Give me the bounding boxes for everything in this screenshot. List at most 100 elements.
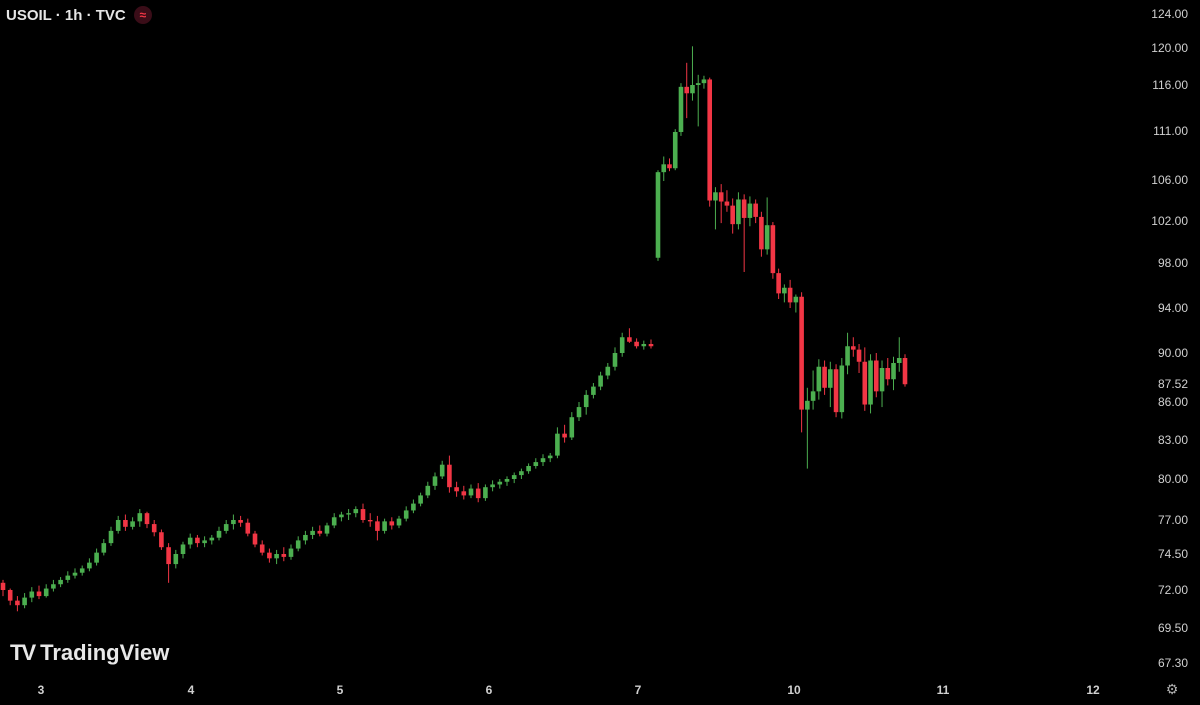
candle bbox=[461, 485, 467, 500]
candle-body bbox=[382, 521, 387, 531]
candle-body bbox=[43, 588, 49, 597]
y-tick-label: 120.00 bbox=[1151, 41, 1188, 55]
candle bbox=[533, 458, 539, 469]
candle-body bbox=[655, 172, 661, 258]
candle bbox=[375, 515, 380, 541]
candle bbox=[115, 515, 121, 534]
candle-body bbox=[690, 85, 695, 94]
candle bbox=[216, 526, 222, 541]
candle bbox=[555, 427, 560, 459]
candle-body bbox=[497, 481, 503, 485]
candle bbox=[288, 544, 294, 560]
candle-body bbox=[678, 86, 684, 132]
symbol-label[interactable]: USOIL · 1h · TVC bbox=[6, 6, 126, 24]
candle-body bbox=[231, 520, 236, 525]
x-axis[interactable]: 3 4 5 6 7 10 11 12 bbox=[38, 683, 1100, 697]
candle bbox=[782, 284, 787, 303]
candle bbox=[868, 354, 873, 414]
candle bbox=[885, 358, 891, 386]
candle-body bbox=[759, 216, 764, 250]
candle-body bbox=[281, 554, 287, 557]
candle bbox=[202, 536, 207, 548]
candle-body bbox=[274, 554, 279, 559]
candle-body bbox=[259, 544, 265, 553]
candle-body bbox=[151, 524, 157, 533]
candle-body bbox=[770, 225, 776, 274]
candle bbox=[695, 74, 701, 127]
candle bbox=[497, 479, 503, 489]
candle-body bbox=[324, 525, 330, 534]
candle bbox=[873, 353, 879, 398]
candle bbox=[634, 338, 639, 349]
candle-body bbox=[782, 287, 787, 294]
candle bbox=[324, 522, 330, 537]
candle bbox=[7, 588, 13, 606]
x-tick-label: 6 bbox=[486, 683, 493, 697]
candle bbox=[627, 328, 632, 343]
candle bbox=[87, 558, 92, 572]
candle bbox=[130, 517, 135, 530]
candle-body bbox=[137, 513, 143, 522]
chart-header: USOIL · 1h · TVC ≈ bbox=[6, 6, 152, 24]
candle-body bbox=[375, 521, 380, 531]
candle-body bbox=[605, 366, 611, 376]
tradingview-mark-icon: TV bbox=[10, 640, 36, 665]
y-tick-label: 69.50 bbox=[1158, 621, 1188, 635]
candle bbox=[793, 294, 799, 313]
candle-body bbox=[707, 79, 712, 201]
candle bbox=[764, 197, 770, 255]
candle-body bbox=[862, 361, 868, 405]
y-axis[interactable]: 124.00 120.00 116.00 111.00 106.00 102.00 98.0… bbox=[1151, 7, 1188, 670]
logo-text: TradingView bbox=[40, 640, 170, 665]
candle bbox=[896, 337, 902, 372]
candle-body bbox=[209, 537, 215, 541]
candle-body bbox=[245, 522, 251, 534]
settings-gear-icon[interactable]: ⚙ bbox=[1165, 681, 1179, 697]
candle-body bbox=[667, 164, 672, 169]
wave-icon[interactable]: ≈ bbox=[133, 6, 152, 24]
candle-body bbox=[0, 582, 6, 590]
candle-body bbox=[753, 203, 758, 217]
candle-body bbox=[793, 296, 799, 303]
candle bbox=[173, 549, 179, 569]
candle-body bbox=[787, 287, 793, 303]
candle-body bbox=[79, 568, 85, 573]
candle-body bbox=[879, 368, 885, 392]
candle-body bbox=[72, 572, 78, 576]
candle-body bbox=[447, 464, 452, 488]
candle-body bbox=[468, 488, 474, 496]
candle-body bbox=[695, 83, 701, 85]
y-tick-label: 86.00 bbox=[1158, 395, 1188, 409]
candle-body bbox=[346, 513, 351, 515]
candle bbox=[353, 506, 359, 518]
candle bbox=[724, 190, 730, 212]
candle-body bbox=[511, 475, 517, 479]
candle-body bbox=[724, 201, 730, 206]
candle-body bbox=[7, 590, 13, 601]
candle bbox=[346, 509, 351, 520]
candle-body bbox=[583, 394, 589, 408]
candle bbox=[475, 483, 481, 503]
candle bbox=[562, 424, 567, 443]
candle bbox=[605, 363, 611, 380]
candle bbox=[79, 565, 85, 576]
x-tick-label: 11 bbox=[937, 683, 950, 697]
candle bbox=[678, 83, 684, 136]
candle bbox=[799, 292, 804, 433]
candle-body bbox=[331, 517, 337, 526]
candle bbox=[576, 402, 582, 421]
candle bbox=[72, 568, 78, 579]
candle bbox=[741, 194, 747, 272]
candle-body bbox=[166, 547, 171, 565]
candle-body bbox=[648, 344, 654, 347]
candles-group bbox=[0, 46, 908, 612]
candle-body bbox=[389, 521, 395, 526]
candle-body bbox=[896, 358, 902, 363]
candle bbox=[526, 463, 531, 474]
candle-body bbox=[425, 485, 431, 496]
candle-body bbox=[439, 464, 445, 477]
candle bbox=[759, 211, 764, 257]
candle-body bbox=[555, 433, 560, 456]
candle-body bbox=[747, 203, 753, 218]
